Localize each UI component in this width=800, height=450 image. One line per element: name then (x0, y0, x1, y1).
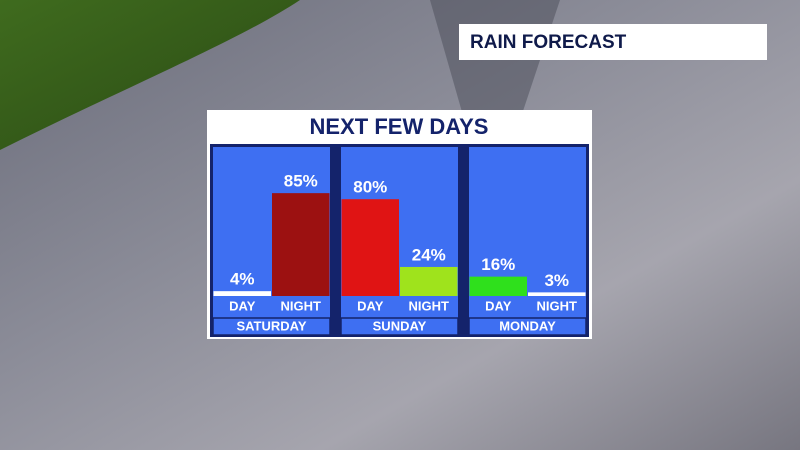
value-label: 80% (353, 178, 387, 197)
day-name: MONDAY (499, 318, 556, 333)
value-label: 24% (412, 245, 446, 264)
value-label: 16% (481, 255, 515, 274)
bar-label: DAY (229, 298, 256, 313)
bar (341, 199, 399, 296)
grass (0, 0, 300, 150)
bar-label: NIGHT (537, 298, 578, 313)
day-name-box (212, 317, 331, 336)
value-label: 4% (230, 270, 255, 289)
day-name: SATURDAY (236, 318, 306, 333)
panels: SATURDAY 4% DAY 85% NIGHT SUNDAY 80% DAY 24% NIGH… (212, 147, 587, 336)
bar-label: DAY (357, 298, 384, 313)
header-box (459, 24, 767, 60)
bar (400, 266, 458, 296)
value-label: 85% (284, 172, 318, 191)
chart-title: NEXT FEW DAYS (310, 114, 489, 139)
bar (469, 276, 527, 296)
value-label: 3% (544, 271, 569, 290)
header: RAIN FORECAST (470, 32, 627, 53)
bar-label: DAY (485, 298, 512, 313)
bar (528, 292, 586, 296)
day-name: SUNDAY (373, 318, 427, 333)
bar-label: NIGHT (409, 298, 450, 313)
day-name-box (468, 317, 587, 336)
bar (272, 193, 330, 296)
bar-label: NIGHT (281, 298, 322, 313)
day-name-box (340, 317, 459, 336)
bar (213, 291, 271, 296)
